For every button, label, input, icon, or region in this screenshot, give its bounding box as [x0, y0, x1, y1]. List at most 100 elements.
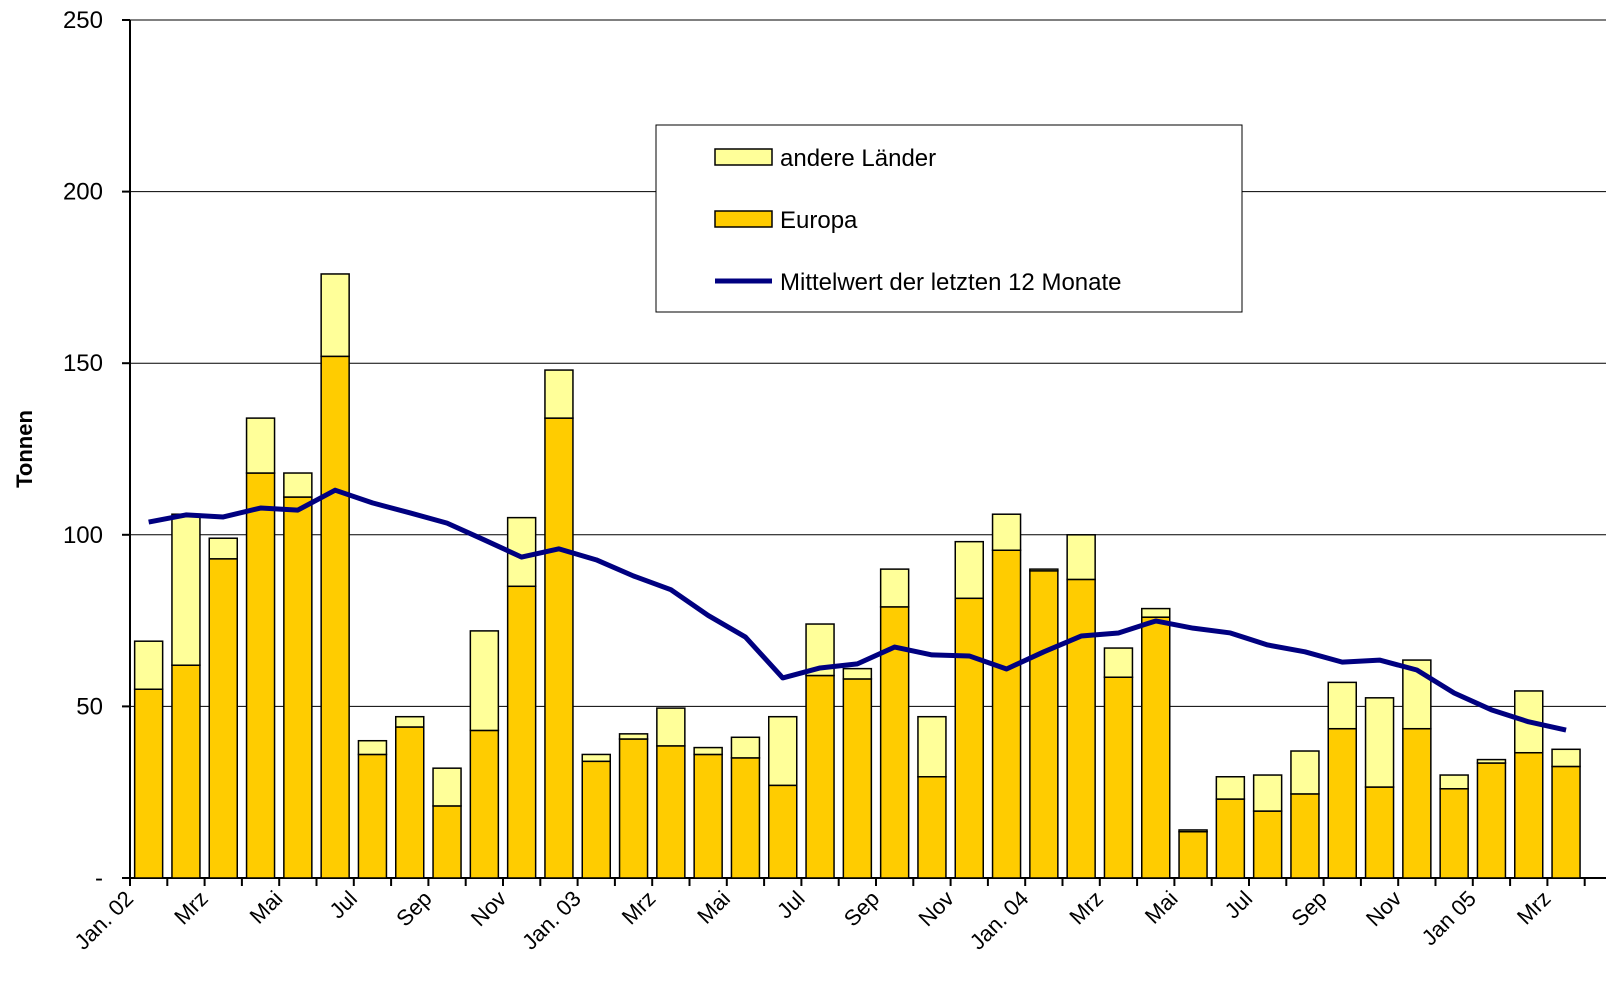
bar [991, 513, 1022, 551]
bar [320, 273, 350, 358]
x-tick-label: Jan 05 [1417, 886, 1481, 950]
bar [1290, 750, 1320, 795]
x-tick-label: Jan. 04 [965, 886, 1034, 955]
x-tick-label: Jan. 03 [517, 886, 586, 955]
bar [432, 767, 462, 807]
bar [1215, 776, 1246, 800]
bar [133, 688, 164, 879]
y-tick-label: 150 [63, 350, 103, 377]
bar [1514, 751, 1544, 879]
bar [693, 746, 723, 756]
bar [768, 715, 798, 787]
mean-line [148, 487, 1567, 733]
bar [171, 664, 201, 879]
bar [245, 472, 276, 879]
bar [506, 585, 537, 879]
bar [469, 630, 500, 732]
bar [954, 597, 984, 879]
bar [245, 417, 276, 474]
x-tick-label: Jul [324, 886, 362, 924]
bar [1364, 786, 1395, 879]
x-tick-label: Mrz [617, 886, 661, 930]
bar [544, 417, 574, 879]
legend-swatch [714, 210, 773, 228]
x-tick-label: Mai [692, 886, 735, 929]
bar [917, 776, 947, 879]
bar [1290, 793, 1320, 879]
bar [842, 678, 873, 879]
legend-swatch [714, 148, 773, 166]
x-tick-label: Jan. 02 [69, 886, 138, 955]
bar [544, 369, 574, 419]
bar [1476, 762, 1507, 879]
bar [730, 736, 761, 759]
bar [693, 753, 723, 879]
bar [879, 568, 910, 608]
bar [1551, 748, 1581, 768]
bar [1103, 676, 1134, 879]
bar [1439, 788, 1469, 879]
bar [805, 674, 835, 879]
x-tick-label: Nov [913, 886, 958, 931]
bar [1141, 616, 1171, 879]
bar [581, 760, 611, 879]
bar [1327, 681, 1357, 730]
x-tick-label: Mrz [1064, 886, 1108, 930]
bar [432, 805, 462, 879]
bar [1103, 647, 1134, 678]
bar [768, 784, 798, 879]
y-tick-label: 50 [76, 693, 103, 720]
bar [506, 516, 537, 588]
x-tick-label: Mai [245, 886, 288, 929]
bar [357, 739, 388, 756]
bar [1029, 568, 1059, 572]
x-tick-label: Nov [466, 886, 511, 931]
bar [842, 667, 873, 680]
bar [395, 726, 425, 879]
x-tick-label: Nov [1361, 886, 1406, 931]
y-tick-label: 100 [63, 522, 103, 549]
bar [1252, 774, 1283, 812]
bar [1178, 829, 1208, 833]
y-tick-label: 200 [63, 179, 103, 206]
bar [581, 753, 611, 763]
x-tick-label: Sep [839, 886, 884, 931]
bar [1066, 534, 1096, 581]
y-tick-label: - [95, 865, 103, 892]
bar [656, 707, 686, 747]
legend-label: andere Länder [780, 145, 936, 172]
bar [208, 537, 238, 560]
bar [283, 472, 313, 498]
legend-label: Europa [780, 207, 858, 234]
bar [730, 757, 761, 879]
x-tick-label: Sep [1286, 886, 1331, 931]
bar [618, 738, 649, 879]
bar [954, 540, 984, 600]
bar [1476, 758, 1507, 764]
x-tick-label: Jul [772, 886, 810, 924]
bar [991, 549, 1022, 879]
bar [1029, 570, 1059, 879]
bar [171, 513, 201, 666]
x-tick-label: Jul [1220, 886, 1258, 924]
bar [208, 558, 238, 879]
bar [1364, 697, 1395, 788]
bar [1141, 607, 1171, 618]
bar [357, 753, 388, 879]
bar [917, 715, 947, 778]
bar [1439, 774, 1469, 790]
bar [1066, 578, 1096, 879]
bar [133, 640, 164, 690]
x-tick-label: Mai [1140, 886, 1183, 929]
legend-label: Mittelwert der letzten 12 Monate [780, 269, 1122, 296]
y-tick-label: 250 [63, 7, 103, 34]
bar [1327, 727, 1357, 879]
bar [618, 733, 649, 740]
x-tick-label: Mrz [1512, 886, 1556, 930]
x-tick-label: Sep [391, 886, 436, 931]
bar [395, 715, 425, 728]
y-axis-label: Tonnen [12, 410, 37, 488]
bar [1551, 765, 1581, 879]
bar [1252, 810, 1283, 879]
bar [1402, 727, 1432, 879]
